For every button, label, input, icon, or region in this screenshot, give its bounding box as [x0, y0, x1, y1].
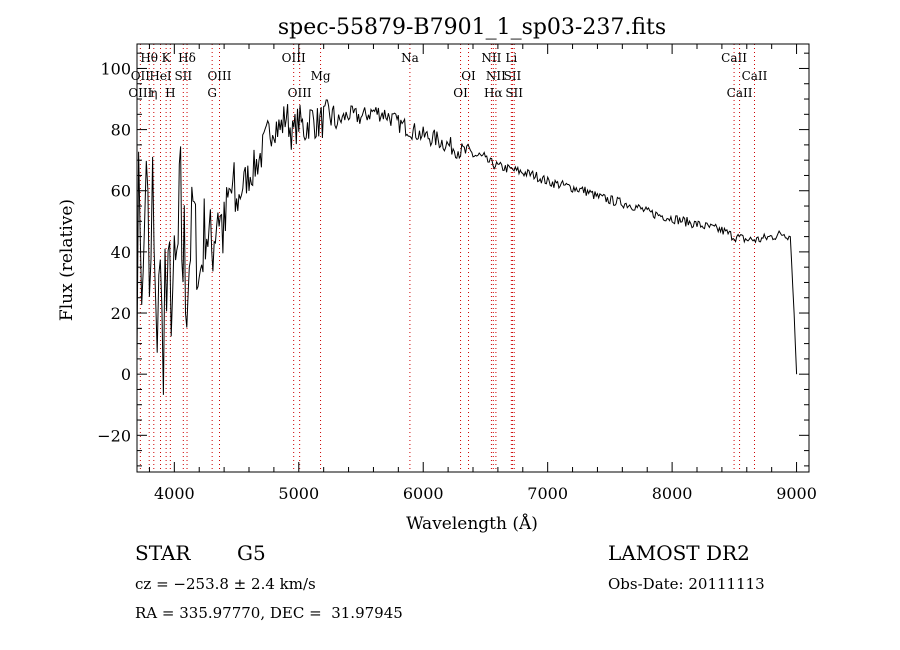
y-tick-label: 100	[100, 59, 131, 78]
x-axis-ticks: 4000 5000 6000 7000 8000 9000	[148, 44, 817, 503]
object-class: STAR	[135, 541, 191, 565]
plot-frame	[136, 43, 810, 473]
spectral-line-label: SII	[504, 69, 522, 83]
x-tick-label: 6000	[403, 484, 444, 503]
spectral-line-label: OIII	[288, 86, 312, 100]
spectral-line-label: OIII	[128, 86, 152, 100]
spectral-line-label: NII	[486, 69, 506, 83]
object-subclass: G5	[237, 541, 266, 565]
survey-name: LAMOST DR2	[608, 541, 750, 565]
spectral-line-label: Hα	[484, 86, 503, 100]
spectral-line-label: OI	[461, 69, 476, 83]
y-tick-label: −20	[97, 426, 131, 445]
spectral-line-label: G	[207, 86, 217, 100]
spectral-line-label: OIII	[282, 51, 306, 65]
spectral-line-label: Hθ	[140, 51, 158, 65]
x-tick-label: 7000	[527, 484, 568, 503]
y-tick-label: 80	[111, 121, 131, 140]
spectral-line-label: OIII	[207, 69, 231, 83]
spectral-line-label: SII	[174, 69, 192, 83]
spectrum-series	[136, 99, 798, 395]
spectral-line-label: SII	[505, 86, 523, 100]
spectral-line-label: CaII	[742, 69, 768, 83]
x-tick-label: 9000	[776, 484, 817, 503]
x-tick-label: 4000	[154, 484, 195, 503]
obs-date: Obs-Date: 20111113	[608, 575, 765, 593]
chart-title: spec-55879-B7901_1_sp03-237.fits	[278, 15, 666, 40]
spectrum-line	[136, 99, 798, 395]
spectral-line-label: Mg	[311, 69, 331, 83]
x-tick-label: 8000	[652, 484, 693, 503]
spectral-line-label: K	[162, 51, 172, 65]
spectral-line-label: Na	[401, 51, 419, 65]
x-axis-label: Wavelength (Å)	[406, 513, 538, 534]
y-axis-ticks: −20 0 20 40 60 80 100	[97, 52, 809, 467]
spectral-line-label: CaII	[727, 86, 753, 100]
spectral-line-label: HeI	[149, 69, 172, 83]
y-tick-label: 60	[111, 182, 131, 201]
y-axis-label: Flux (relative)	[57, 199, 77, 321]
coordinates: RA = 335.97770, DEC = 31.97945	[135, 604, 403, 622]
y-tick-label: 0	[121, 365, 131, 384]
spectral-line-label: H	[165, 86, 175, 100]
spectral-line-label: NII	[481, 51, 501, 65]
spectral-line-label: OII	[131, 69, 151, 83]
spectral-line-label: OI	[453, 86, 468, 100]
redshift-readout: cz = −253.8 ± 2.4 km/s	[135, 575, 316, 593]
x-tick-label: 5000	[278, 484, 319, 503]
y-tick-label: 20	[111, 304, 131, 323]
spectral-line-label: η	[150, 86, 157, 100]
y-tick-label: 40	[111, 243, 131, 262]
spectral-line-label: Hδ	[178, 51, 196, 65]
spectral-line-label: Li	[505, 51, 517, 65]
spectral-line-label: CaII	[721, 51, 747, 65]
